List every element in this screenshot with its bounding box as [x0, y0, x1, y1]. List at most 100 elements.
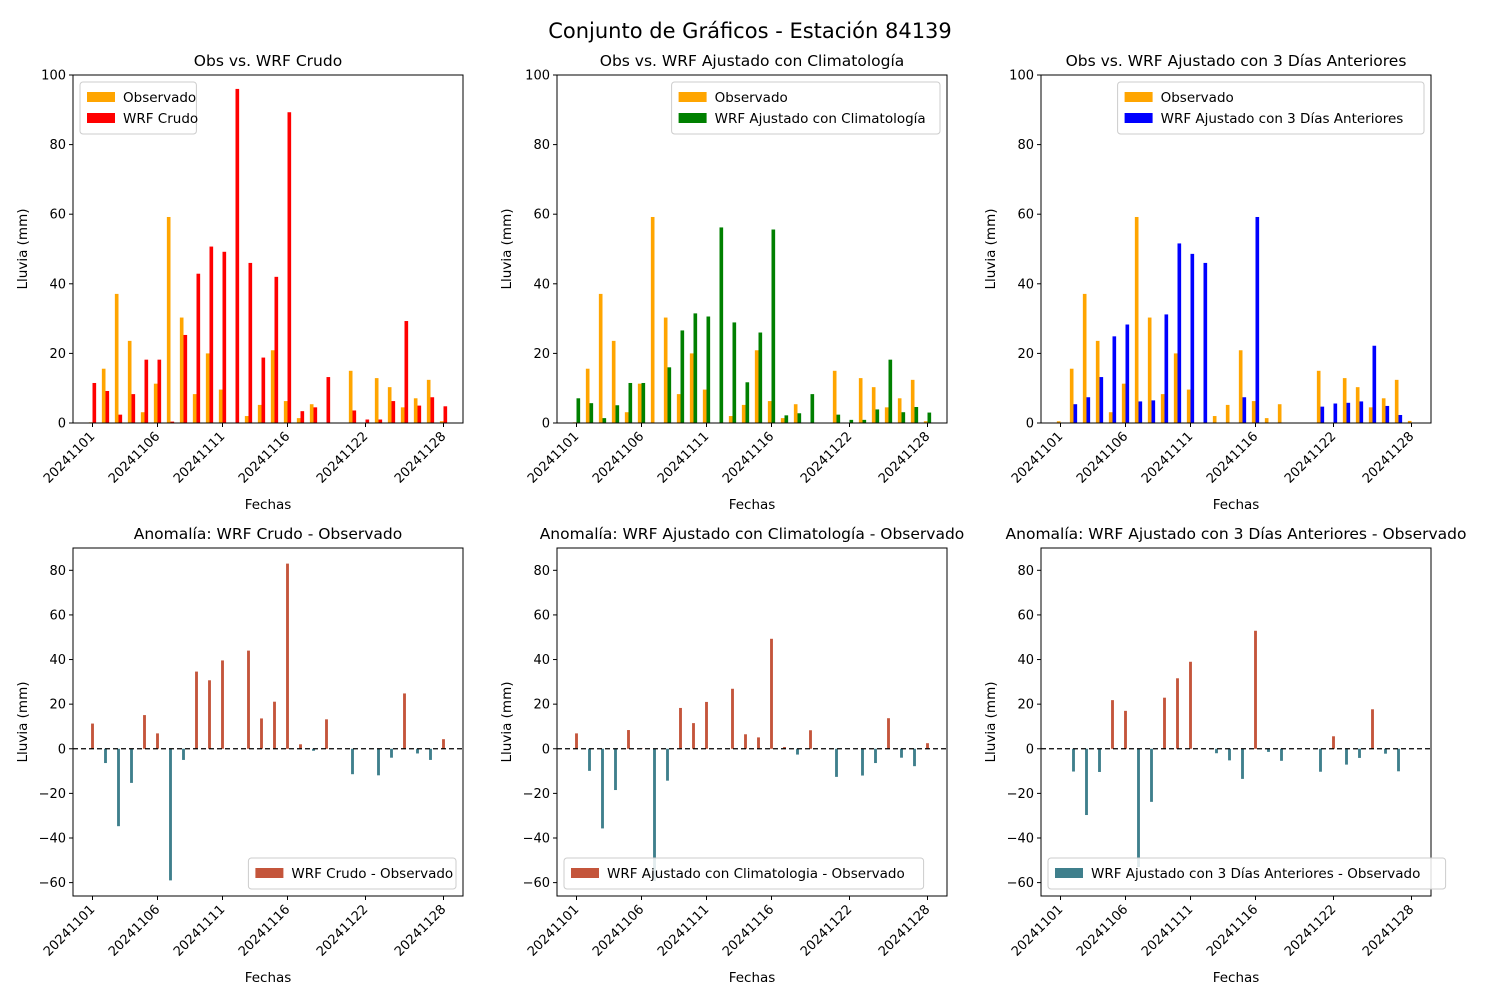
x-tick-label: 20241106 [1074, 429, 1131, 486]
anomaly-bar-20241114 [1228, 748, 1231, 761]
bar-observado-20241110 [689, 353, 694, 423]
anomaly-bar-20241111 [705, 701, 708, 749]
bar-wrf-20241116 [287, 112, 292, 424]
y-tick-label: 100 [1009, 69, 1034, 84]
bar-observado-20241105 [140, 412, 145, 423]
anomaly-bar-20241126 [416, 748, 419, 754]
bar-observado-20241116 [767, 401, 772, 423]
anomaly-bar-20241105 [627, 730, 630, 749]
legend-label: WRF Ajustado con 3 Días Anteriores - Obs… [1091, 866, 1420, 882]
bar-wrf-20241127 [430, 397, 435, 423]
bar-wrf-20241121 [352, 410, 357, 423]
anomaly-bar-20241121 [351, 748, 354, 775]
bar-wrf-20241106 [157, 359, 162, 423]
bar-observado-20241128 [439, 421, 444, 423]
x-tick-label: 20241101 [41, 902, 98, 959]
y-tick-label: 20 [533, 698, 550, 713]
anomaly-bar-20241104 [1098, 748, 1101, 772]
legend: WRF Crudo - Observado [247, 857, 457, 890]
x-tick-label: 20241106 [106, 429, 163, 486]
anomaly-bar-20241114 [744, 734, 747, 749]
anomaly-bar-20241115 [757, 737, 760, 749]
anomaly-bar-20241117 [299, 744, 302, 749]
anomaly-bar-20241109 [1163, 697, 1166, 749]
bar-observado-20241107 [1134, 216, 1139, 423]
bar-wrf-20241101 [92, 382, 97, 423]
x-tick-label: 20241101 [1009, 429, 1066, 486]
anomaly-bar-20241114 [260, 718, 263, 749]
x-tick-label: 20241106 [1074, 902, 1131, 959]
legend-box [1117, 81, 1425, 135]
bar-wrf-20241102 [1073, 404, 1078, 423]
anomaly-bar-20241116 [770, 638, 773, 749]
bar-wrf-20241125 [888, 359, 893, 423]
bar-observado-20241113 [244, 416, 249, 423]
subplot-3: Obs vs. WRF Ajustado con 3 Días Anterior… [983, 52, 1432, 513]
bar-wrf-20241114 [745, 382, 750, 423]
x-tick-label: 20241111 [171, 429, 228, 486]
x-tick-label: 20241101 [1009, 902, 1066, 959]
bar-observado-20241106 [637, 383, 642, 423]
bar-wrf-20241112 [1203, 262, 1208, 423]
bar-observado-20241118 [793, 404, 798, 423]
anomaly-bar-20241115 [1241, 748, 1244, 779]
anomaly-bar-20241102 [1072, 748, 1075, 772]
bar-wrf-20241118 [797, 413, 802, 423]
bar-observado-20241108 [1147, 317, 1152, 423]
bar-observado-20241114 [257, 404, 262, 423]
y-tick-label: 20 [533, 347, 550, 362]
y-tick-label: −60 [523, 876, 550, 891]
bar-wrf-20241105 [1112, 336, 1117, 423]
x-tick-label: 20241106 [590, 902, 647, 959]
y-tick-label: 40 [1017, 277, 1034, 292]
y-tick-label: 100 [41, 69, 66, 84]
y-tick-label: 80 [1017, 138, 1034, 153]
anomaly-bar-20241117 [783, 746, 786, 749]
bar-observado-20241111 [702, 389, 707, 423]
bar-observado-20241125 [1368, 407, 1373, 423]
legend-label: WRF Ajustado con Climatologia - Observad… [607, 866, 905, 882]
axes-frame [1040, 547, 1432, 897]
bar-observado-20241121 [1316, 370, 1321, 423]
bar-observado-20241101 [1056, 421, 1061, 423]
bar-observado-20241128 [1407, 420, 1412, 423]
anomaly-bar-20241105 [1111, 700, 1114, 749]
legend-box [247, 857, 457, 890]
bar-wrf-20241103 [602, 418, 607, 423]
axes-frame [72, 74, 464, 424]
anomaly-bar-20241127 [429, 748, 432, 760]
anomaly-bar-20241118 [312, 748, 315, 751]
bar-wrf-20241123 [862, 419, 867, 423]
anomaly-bar-20241102 [104, 748, 107, 764]
x-tick-label: 20241111 [1139, 429, 1196, 486]
subplot-4: Anomalía: WRF Crudo - Observado −60 −40 −20… [15, 525, 464, 986]
anomaly-bar-20241104 [130, 748, 133, 783]
bar-wrf-20241117 [300, 411, 305, 423]
bar-observado-20241126 [1381, 398, 1386, 423]
anomaly-bar-20241123 [861, 748, 864, 776]
anomaly-bar-20241117 [1267, 748, 1270, 752]
anomaly-bar-20241103 [1085, 748, 1088, 816]
anomaly-bar-20241128 [442, 739, 445, 749]
bar-wrf-20241108 [1151, 400, 1156, 423]
bar-wrf-20241111 [706, 316, 711, 423]
legend: Observado WRF Ajustado con 3 Días Anterio… [1117, 81, 1425, 135]
bar-observado-20241117 [780, 418, 785, 423]
bar-wrf-20241103 [118, 414, 123, 423]
x-tick-label: 20241122 [1282, 902, 1339, 959]
x-axis-label: Fechas [1213, 970, 1260, 986]
anomaly-bar-20241113 [247, 650, 250, 749]
axes-frame [556, 74, 948, 424]
y-tick-label: 20 [49, 347, 66, 362]
figure-title: Conjunto de Gráficos - Estación 84139 [548, 19, 952, 43]
x-tick-label: 20241128 [876, 902, 933, 959]
legend-label: Observado [715, 90, 788, 106]
bar-observado-20241126 [413, 398, 418, 423]
bar-observado-20241109 [192, 394, 197, 423]
bar-observado-20241123 [858, 378, 863, 423]
bar-observado-20241115 [1238, 350, 1243, 423]
y-tick-label: 40 [533, 277, 550, 292]
anomaly-bar-20241111 [221, 660, 224, 749]
x-tick-label: 20241106 [590, 429, 647, 486]
subplot-title: Anomalía: WRF Ajustado con 3 Días Anteri… [1006, 525, 1467, 543]
